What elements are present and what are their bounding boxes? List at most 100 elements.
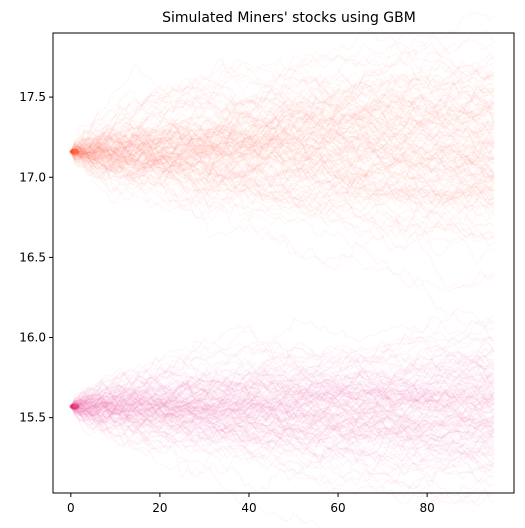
path-line-group-1 [70,115,495,218]
path-line-group-1 [70,117,495,176]
path-line-group-1 [70,136,495,240]
path-line-group-2 [70,393,495,455]
x-tick-label: 40 [241,501,256,515]
path-line-group-1 [70,78,495,153]
path-line-group-2 [70,378,494,423]
path-line-group-1 [70,90,495,161]
path-line-group-2 [70,392,495,439]
path-line-group-2 [70,356,495,408]
path-line-group-2 [70,396,495,431]
path-line-group-2 [70,395,495,463]
path-line-group-1 [70,75,495,153]
path-line-group-2 [70,375,495,419]
path-line-group-2 [70,405,495,467]
path-line-group-2 [70,364,495,415]
path-line-group-2 [70,385,495,458]
path-line-group-2 [70,395,495,445]
path-line-group-1 [70,145,495,233]
path-line-group-2 [70,406,495,476]
path-line-group-2 [70,369,495,415]
path-line-group-2 [70,405,495,491]
path-line-group-1 [70,117,495,169]
path-line-group-1 [70,124,495,201]
path-line-group-2 [70,347,495,419]
path-line-group-2 [70,372,495,422]
path-line-group-2 [70,400,494,507]
path-line-group-1 [70,101,495,184]
path-line-group-1 [70,100,495,200]
path-line-group-1 [70,57,495,156]
path-line-group-1 [70,92,495,165]
path-line-group-1 [70,132,495,219]
path-line-group-2 [70,376,495,433]
path-line-group-1 [70,74,495,181]
path-line-group-1 [70,145,495,289]
path-line-group-2 [70,385,495,439]
path-line-group-2 [70,399,495,492]
path-line-group-2 [70,406,495,450]
path-line-group-2 [70,386,495,434]
path-line-group-1 [70,125,495,183]
path-line-group-2 [70,395,495,444]
path-line-group-2 [70,397,495,440]
path-line-group-1 [70,119,495,203]
path-line-group-2 [70,370,495,416]
path-line-group-2 [70,401,495,451]
path-line-group-1 [70,128,495,252]
path-line-group-2 [70,371,495,426]
path-line-group-2 [70,401,495,468]
path-line-group-2 [70,339,495,414]
path-line-group-2 [70,341,495,407]
path-line-group-1 [70,146,495,187]
path-line-group-2 [70,385,495,509]
path-line-group-1 [70,72,495,161]
path-line-group-2 [70,369,495,412]
path-line-group-2 [70,378,495,428]
path-line-group-1 [70,89,495,171]
path-line-group-1 [70,102,495,174]
path-line-group-2 [70,379,495,433]
x-axis: 0 20 40 60 80 [67,493,435,515]
path-line-group-1 [70,133,495,232]
path-line-group-1 [70,91,495,153]
path-line-group-1 [70,101,495,209]
path-line-group-2 [70,405,495,458]
path-line-group-1 [70,119,495,188]
path-line-group-2 [70,406,495,459]
path-line-group-2 [70,387,495,460]
path-line-group-2 [70,348,495,423]
path-line-group-1 [70,93,495,160]
path-line-group-2 [70,354,495,438]
path-line-group-2 [70,402,495,470]
path-line-group-1 [70,151,495,248]
y-tick-label: 16.0 [19,331,46,345]
path-line-group-2 [70,364,495,433]
path-line-group-1 [70,125,495,218]
path-line-group-1 [70,148,495,205]
path-line-group-1 [70,105,495,170]
path-line-group-1 [70,86,495,157]
path-line-group-2 [70,379,495,415]
path-line-group-1 [70,129,495,193]
path-line-group-1 [70,91,495,203]
path-line-group-2 [70,375,495,417]
path-line-group-1 [70,149,495,292]
path-line-group-1 [70,142,495,187]
path-line-group-2 [70,379,495,439]
path-line-group-2 [70,398,495,455]
path-line-group-2 [70,367,495,423]
path-line-group-1 [70,124,495,172]
path-line-group-1 [70,97,495,157]
path-line-group-2 [70,393,495,444]
path-line-group-2 [70,341,495,414]
path-line-group-2 [70,405,495,504]
path-line-group-2 [70,393,495,447]
path-line-group-1 [70,116,495,162]
path-line-group-2 [70,365,495,425]
path-line-group-2 [70,352,494,426]
path-line-group-1 [70,120,495,184]
path-line-group-1 [70,121,495,174]
path-line-group-1 [70,65,495,180]
path-line-group-2 [70,378,495,414]
